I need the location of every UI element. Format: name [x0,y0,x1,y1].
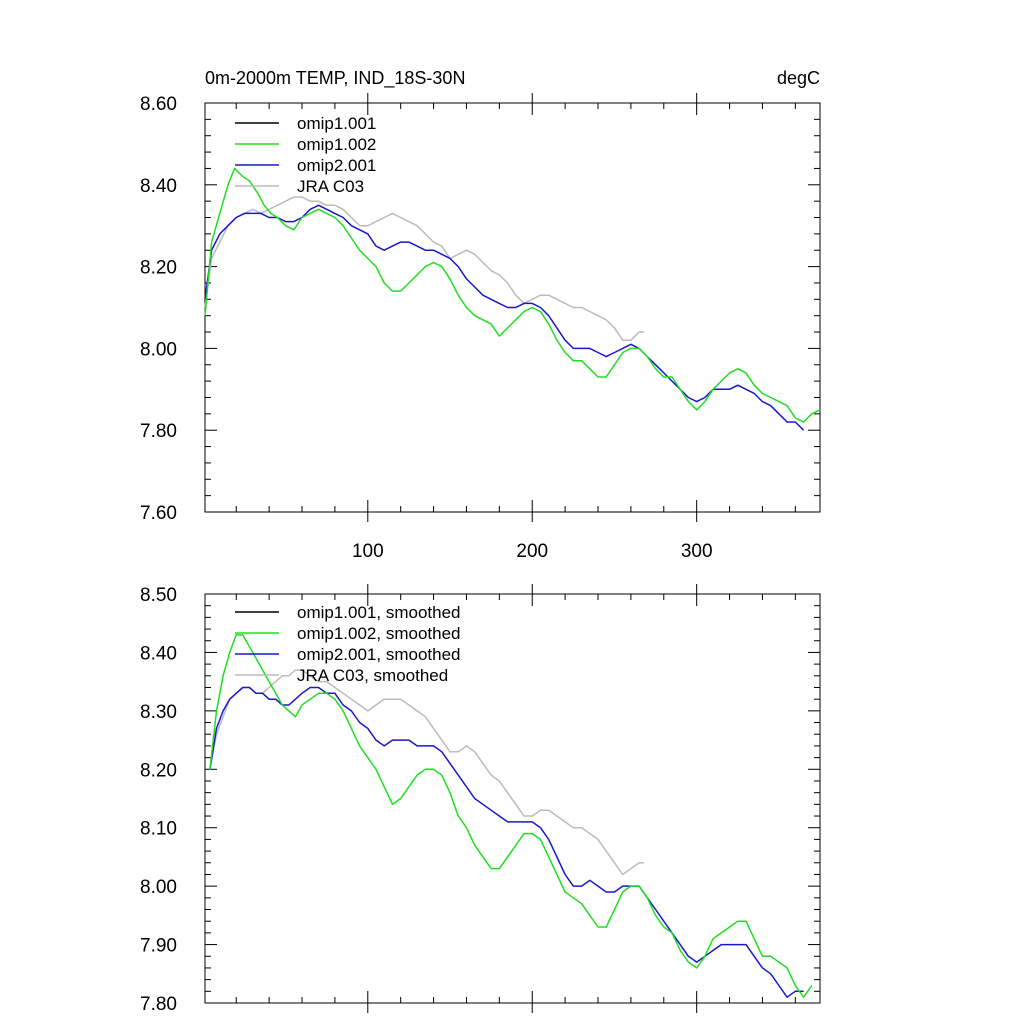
series-line-omip1-001 [204,167,821,423]
legend-label: omip2.001 [297,156,376,175]
y-tick-label: 8.30 [140,702,177,723]
y-tick-label: 8.60 [140,94,177,115]
units-label: degC [777,68,820,88]
legend-label: omip1.001, smoothed [297,603,461,622]
x-tick-label: 200 [516,541,548,562]
legend-label: omip1.002 [297,135,376,154]
series-line-jra-c03-smoothed [209,669,645,876]
y-tick-label: 8.20 [140,258,177,279]
legend-label: JRA C03 [297,177,364,196]
y-tick-label: 8.40 [140,643,177,664]
plot-frame [204,593,821,1004]
y-tick-label: 8.00 [140,339,177,360]
y-tick-label: 7.90 [140,936,177,957]
y-tick-label: 7.60 [140,503,177,524]
y-tick-label: 7.80 [140,421,177,442]
series-line-omip1-001-smoothed [209,634,813,998]
legend-label: omip2.001, smoothed [297,645,461,664]
y-tick-label: 8.00 [140,877,177,898]
x-tick-label: 100 [352,541,384,562]
panel-bottom: 7.80 7.90 8.00 8.10 8.20 8.30 8.40 8.50 omip1.00… [140,584,821,1015]
y-tick-label: 7.80 [140,994,177,1015]
y-tick-label: 8.10 [140,819,177,840]
series-line-omip2-001-smoothed [209,686,804,998]
x-tick-label: 300 [681,541,713,562]
legend-label: JRA C03, smoothed [297,666,448,685]
y-tick-label: 8.50 [140,585,177,606]
y-tick-label: 8.40 [140,176,177,197]
legend-label: omip1.002, smoothed [297,624,461,643]
figure-title: 0m-2000m TEMP, IND_18S-30N [205,68,465,89]
series-line-omip2-001 [204,204,805,431]
panel-top: 7.60 7.80 8.00 8.20 8.40 8.60 100 200 300 omip1.0… [140,93,821,562]
series-line-jra-c03 [204,196,645,341]
y-tick-label: 8.20 [140,760,177,781]
legend-label: omip1.001 [297,114,376,133]
